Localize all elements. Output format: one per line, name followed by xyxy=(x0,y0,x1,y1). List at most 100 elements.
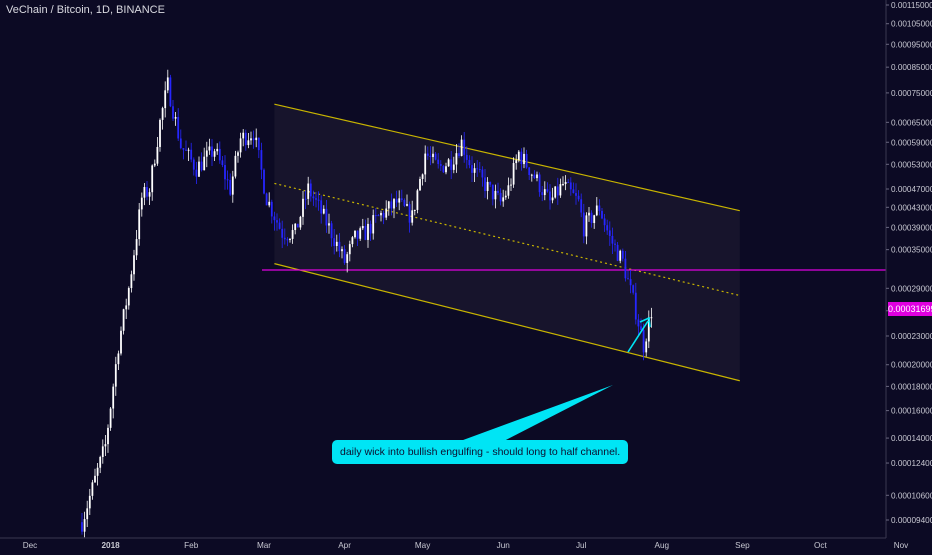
candle xyxy=(172,100,174,122)
candle xyxy=(286,237,289,247)
candle xyxy=(187,147,190,161)
candle xyxy=(421,173,424,186)
candle xyxy=(627,270,629,280)
candle xyxy=(510,178,512,192)
candle xyxy=(283,228,286,245)
candle xyxy=(640,318,642,330)
callout-pointer xyxy=(455,385,613,443)
candle xyxy=(343,245,346,265)
candle xyxy=(450,151,453,180)
candle xyxy=(270,199,273,224)
candle xyxy=(226,170,229,190)
candle xyxy=(562,176,564,187)
symbol-title: VeChain / Bitcoin, 1D, BINANCE xyxy=(6,4,165,16)
annotation-layer[interactable] xyxy=(455,316,651,443)
candle xyxy=(429,146,432,166)
price-tick-label: 0.00095000 xyxy=(891,40,932,49)
price-tick-label: 0.00039000 xyxy=(891,223,932,232)
candle xyxy=(198,156,200,178)
candle xyxy=(528,166,531,180)
candle xyxy=(273,211,276,231)
candle xyxy=(413,209,416,216)
candle xyxy=(140,192,143,217)
candle xyxy=(601,207,603,220)
time-tick-label: Oct xyxy=(814,541,827,550)
candle xyxy=(465,146,468,169)
candle xyxy=(169,74,172,108)
candle xyxy=(231,170,234,203)
candle xyxy=(434,151,437,161)
candle xyxy=(484,168,486,198)
candle xyxy=(585,212,588,245)
candle xyxy=(369,220,372,241)
arrow-up-icon[interactable] xyxy=(627,316,651,353)
candle xyxy=(439,160,442,171)
candle xyxy=(257,137,260,159)
candle xyxy=(133,249,135,281)
candle xyxy=(335,234,338,252)
candle xyxy=(356,230,359,247)
candle xyxy=(582,203,585,244)
channel-upper-line[interactable] xyxy=(274,103,740,212)
candle xyxy=(411,200,414,226)
candle xyxy=(481,166,484,187)
candle xyxy=(164,81,167,118)
candle xyxy=(205,141,208,168)
time-tick-label: Apr xyxy=(338,541,351,550)
price-axis[interactable]: 0.00115000 0.00105000 0.00095000 0.00085000… xyxy=(885,0,932,538)
candle xyxy=(460,135,463,157)
time-tick-label: Feb xyxy=(184,541,199,550)
candle xyxy=(590,210,593,228)
time-tick-label: Aug xyxy=(655,541,670,550)
candle xyxy=(91,479,94,500)
candle xyxy=(341,246,343,259)
candle xyxy=(328,213,330,234)
candle xyxy=(122,308,125,335)
callout-label[interactable]: daily wick into bullish engulfing - shou… xyxy=(332,440,629,464)
candle xyxy=(234,150,237,179)
candle xyxy=(621,248,624,262)
candle xyxy=(387,200,390,216)
candle xyxy=(593,214,596,229)
time-tick-label: Mar xyxy=(257,541,271,550)
candle xyxy=(177,108,180,141)
candle xyxy=(348,240,351,262)
time-tick-label: Jul xyxy=(576,541,587,550)
candle xyxy=(367,217,369,248)
candle xyxy=(229,173,232,197)
candle xyxy=(619,249,622,264)
candle xyxy=(252,130,255,149)
time-axis[interactable]: Dec 2018 Feb Mar Apr May Jun Jul Aug Sep Oct Nov xyxy=(0,537,909,550)
candle xyxy=(148,188,151,205)
candle xyxy=(595,197,598,217)
candle xyxy=(174,112,177,126)
candle xyxy=(255,128,258,148)
regression-channel[interactable] xyxy=(274,103,740,382)
candle xyxy=(567,178,570,183)
candle xyxy=(437,153,440,169)
candle xyxy=(426,146,429,160)
price-tick-label: 0.00047000 xyxy=(891,185,932,194)
candle xyxy=(525,149,528,169)
candle xyxy=(138,202,141,246)
candle xyxy=(125,298,128,320)
candle xyxy=(239,132,242,158)
candle xyxy=(458,143,460,159)
channel-lower-line[interactable] xyxy=(274,263,740,382)
candle xyxy=(291,224,294,244)
candle xyxy=(546,182,549,193)
candle xyxy=(159,118,161,152)
price-tick-label: 0.00016000 xyxy=(891,407,932,416)
candle xyxy=(416,188,419,214)
candle xyxy=(538,172,541,197)
candle xyxy=(374,207,377,223)
candle xyxy=(541,186,544,202)
candle xyxy=(96,462,99,486)
price-tick-label: 0.00023000 xyxy=(891,332,932,341)
candle xyxy=(312,190,315,206)
candle xyxy=(393,198,395,219)
price-tick-label: 0.00075000 xyxy=(891,89,932,98)
candle xyxy=(333,229,336,255)
